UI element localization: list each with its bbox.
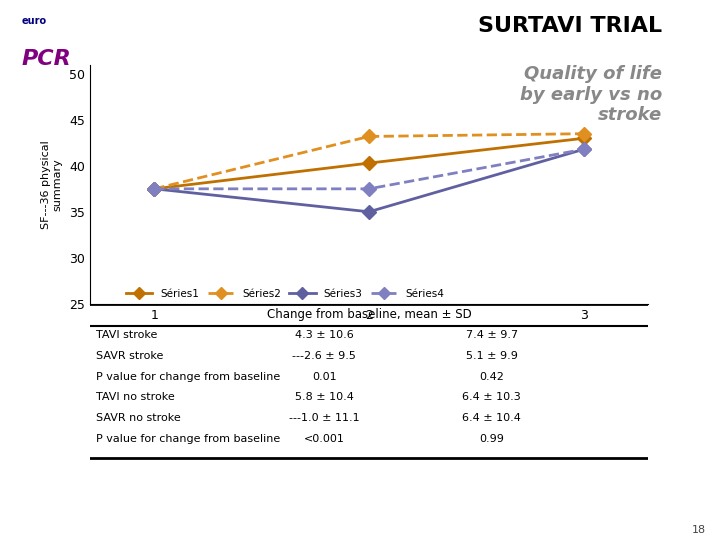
Text: ---2.6 ± 9.5: ---2.6 ± 9.5 xyxy=(292,350,356,361)
Line: Séries2: Séries2 xyxy=(150,129,588,194)
Séries2 xyxy=(365,133,374,140)
Text: 0.42: 0.42 xyxy=(480,372,504,382)
Text: Quality of life
by early vs no
stroke: Quality of life by early vs no stroke xyxy=(520,65,662,124)
Text: euro: euro xyxy=(22,16,47,26)
Text: 4.3 ± 10.6: 4.3 ± 10.6 xyxy=(295,330,354,340)
Séries1 xyxy=(150,186,158,192)
Text: PCR: PCR xyxy=(22,49,71,69)
Text: 6.4 ± 10.3: 6.4 ± 10.3 xyxy=(462,393,521,402)
Séries4 xyxy=(150,186,158,192)
Text: 5.8 ± 10.4: 5.8 ± 10.4 xyxy=(295,393,354,402)
Text: 5.1 ± 9.9: 5.1 ± 9.9 xyxy=(466,350,518,361)
Text: SAVR stroke: SAVR stroke xyxy=(96,350,163,361)
Séries1 xyxy=(365,160,374,166)
Line: Séries3: Séries3 xyxy=(150,145,588,217)
Séries2 xyxy=(580,131,588,137)
Line: Séries4: Séries4 xyxy=(150,145,588,194)
Text: TAVI stroke: TAVI stroke xyxy=(96,330,157,340)
Séries3 xyxy=(365,208,374,215)
Y-axis label: SF---36 physical
summary: SF---36 physical summary xyxy=(40,140,62,228)
Text: 0.01: 0.01 xyxy=(312,372,337,382)
Séries3 xyxy=(150,186,158,192)
Text: <0.001: <0.001 xyxy=(304,434,345,444)
Text: 18: 18 xyxy=(691,524,706,535)
Séries4 xyxy=(365,186,374,192)
Text: P value for change from baseline: P value for change from baseline xyxy=(96,434,280,444)
Séries3 xyxy=(580,146,588,153)
Legend: Séries1, Séries2, Séries3, Séries4: Séries1, Séries2, Séries3, Séries4 xyxy=(122,285,449,303)
Séries4 xyxy=(580,146,588,153)
Text: SURTAVI TRIAL: SURTAVI TRIAL xyxy=(478,16,662,36)
Text: P value for change from baseline: P value for change from baseline xyxy=(96,372,280,382)
Séries2 xyxy=(150,186,158,192)
Text: Change from baseline, mean ± SD: Change from baseline, mean ± SD xyxy=(266,308,472,321)
Text: 0.99: 0.99 xyxy=(480,434,504,444)
Text: 6.4 ± 10.4: 6.4 ± 10.4 xyxy=(462,413,521,423)
Séries1 xyxy=(580,135,588,141)
Line: Séries1: Séries1 xyxy=(150,133,588,194)
Text: TAVI no stroke: TAVI no stroke xyxy=(96,393,174,402)
Text: 7.4 ± 9.7: 7.4 ± 9.7 xyxy=(466,330,518,340)
Text: SAVR no stroke: SAVR no stroke xyxy=(96,413,180,423)
Text: ---1.0 ± 11.1: ---1.0 ± 11.1 xyxy=(289,413,360,423)
